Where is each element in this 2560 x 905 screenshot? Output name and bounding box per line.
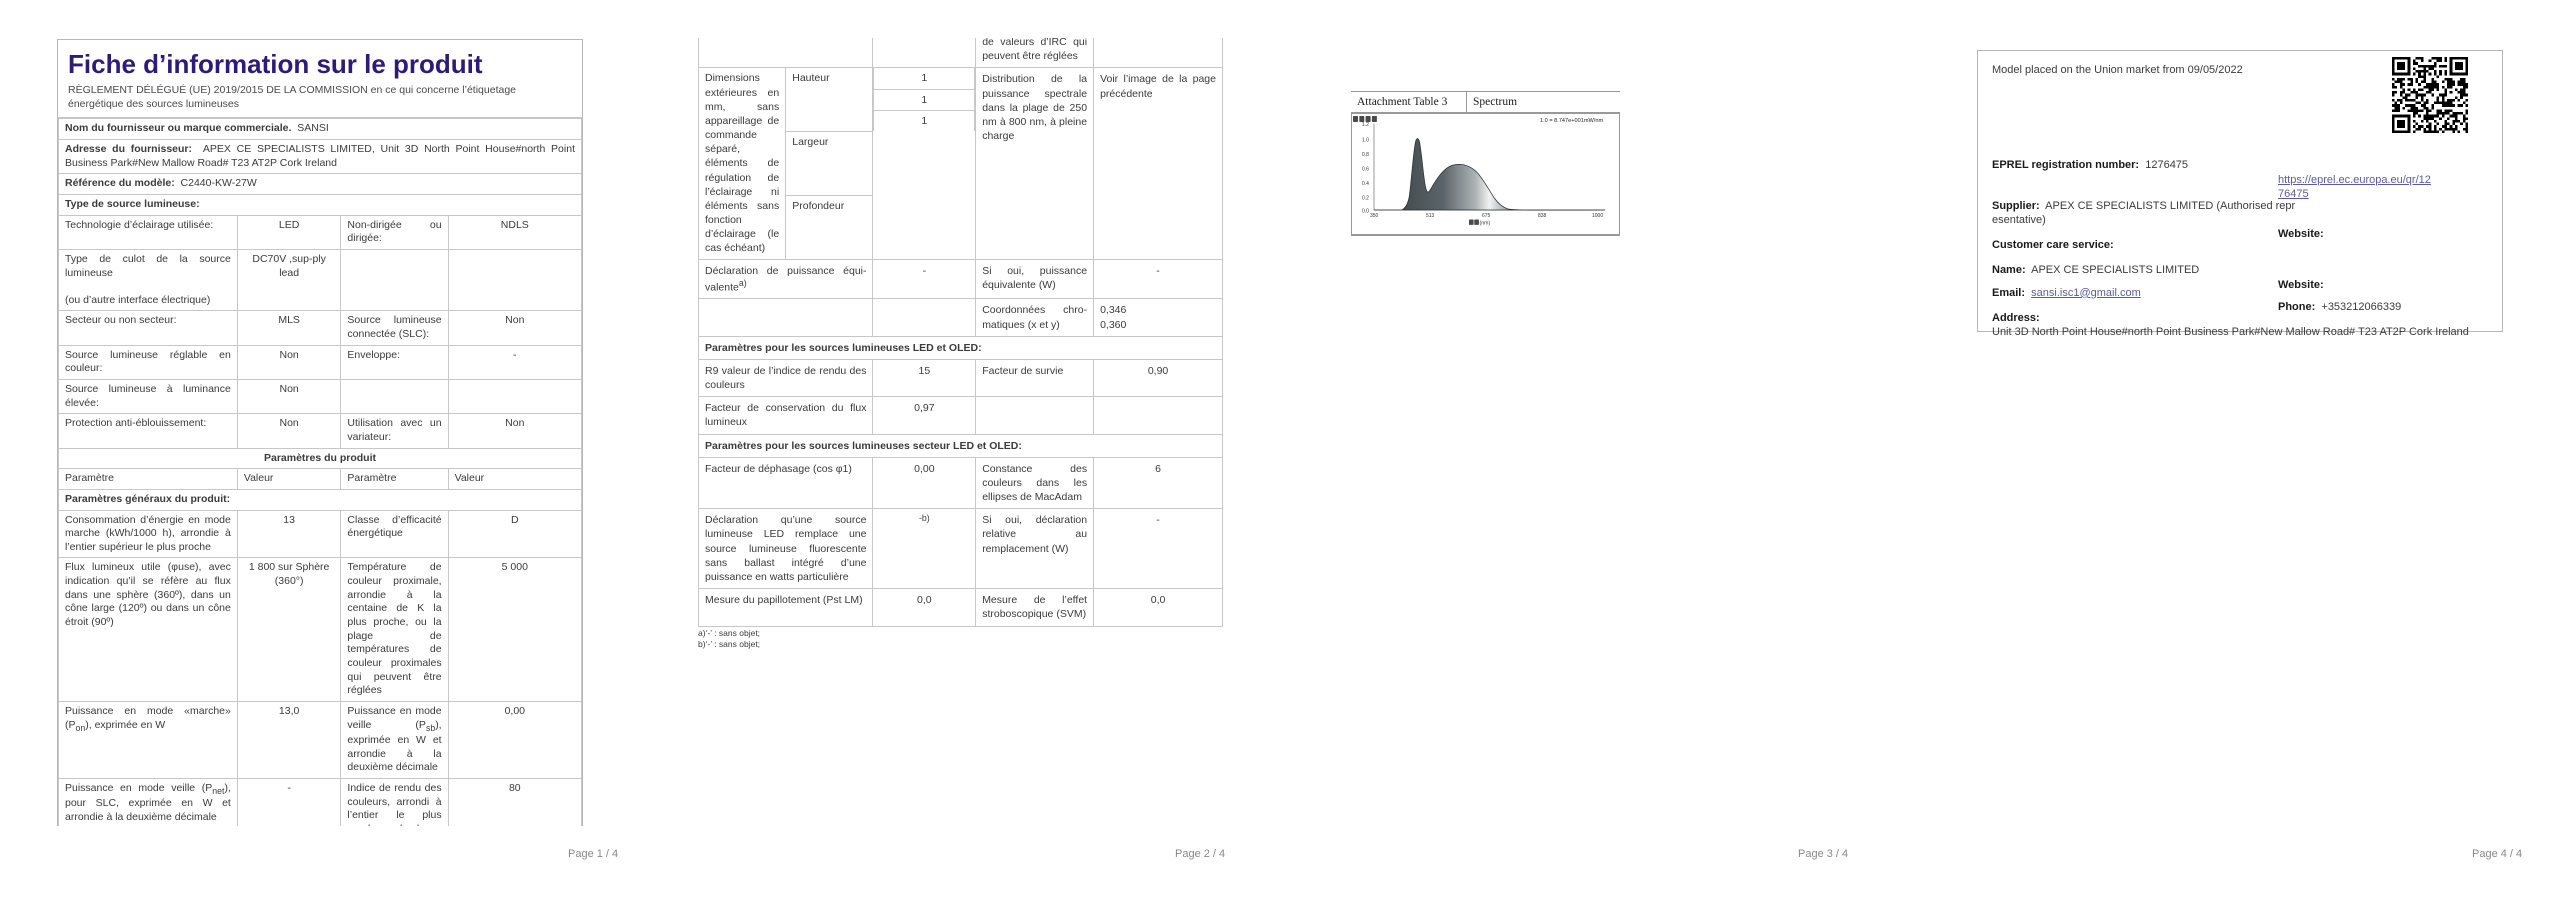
svg-text:1.2: 1.2 [1362,122,1369,128]
svg-text:675: 675 [1482,213,1491,219]
svg-text:0.0: 0.0 [1362,209,1369,215]
svg-text:513: 513 [1426,213,1435,219]
svg-text:0.6: 0.6 [1362,167,1369,173]
svg-text:(nm): (nm) [1480,221,1491,227]
svg-text:350: 350 [1370,213,1379,219]
svg-text:0.8: 0.8 [1362,152,1369,158]
svg-text:1.0: 1.0 [1362,137,1369,143]
svg-text:1.0 = 8.747e+001mW/nm: 1.0 = 8.747e+001mW/nm [1540,118,1603,124]
svg-text:0.2: 0.2 [1362,196,1369,202]
svg-text:0.4: 0.4 [1362,181,1369,187]
svg-text:1000: 1000 [1592,213,1603,219]
svg-text:838: 838 [1538,213,1547,219]
